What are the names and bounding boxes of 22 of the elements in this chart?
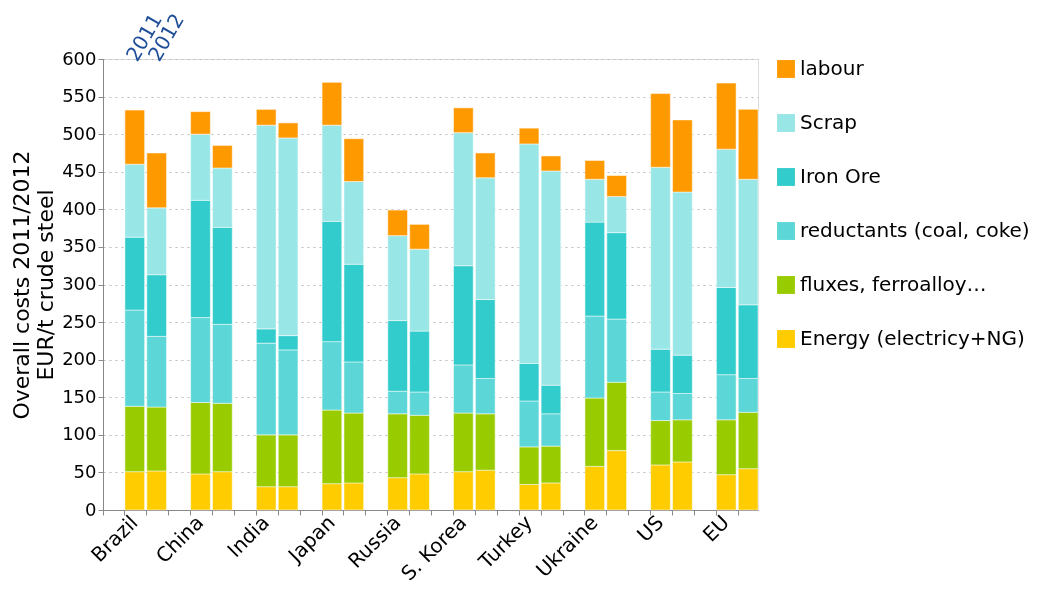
y-tick-label: 0 xyxy=(85,498,97,520)
y-tick-label: 250 xyxy=(62,310,97,332)
legend-label: reductants (coal, coke) xyxy=(800,218,1030,242)
y-tick-label: 450 xyxy=(62,160,97,182)
x-tick-label: EU xyxy=(697,510,735,547)
legend-label: Energy (electricy+NG) xyxy=(800,326,1025,350)
y-tick-label: 200 xyxy=(62,348,97,370)
y-tick-label: 400 xyxy=(62,197,97,219)
legend-label: Iron Ore xyxy=(800,164,881,188)
y-tick-label: 100 xyxy=(62,423,97,445)
legend-label: fluxes, ferroalloy… xyxy=(800,272,987,296)
y-tick-label: 600 xyxy=(62,47,97,69)
y-tick-label: 150 xyxy=(62,385,97,407)
y-tick-label: 50 xyxy=(73,460,97,482)
y-tick-label: 500 xyxy=(62,122,97,144)
legend-label: Scrap xyxy=(800,110,857,134)
y-axis-title: Overall costs 2011/2012 EUR/t crude steel xyxy=(9,150,59,420)
x-tick-label: US xyxy=(631,510,669,547)
y-tick-label: 550 xyxy=(62,85,97,107)
legend-label: labour xyxy=(800,56,865,80)
y-tick-label: 300 xyxy=(62,273,97,294)
y-tick-label: 350 xyxy=(62,235,97,257)
